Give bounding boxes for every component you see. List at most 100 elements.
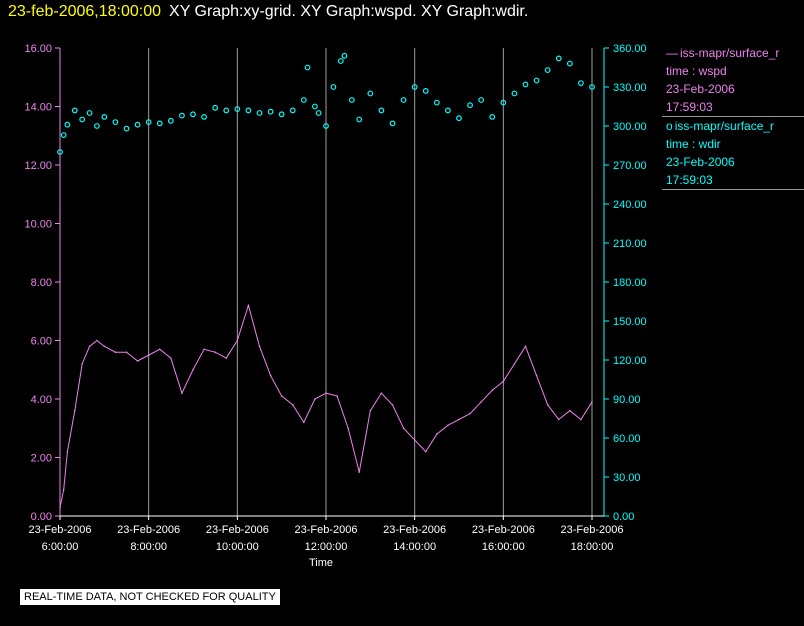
- legend-wspd: — iss-mapr/surface_r time : wspd 23-Feb-2…: [662, 44, 804, 117]
- wdir-data-point: [201, 113, 207, 120]
- wspd-data-point: [96, 339, 98, 342]
- y-right-tick-label: 360.00: [613, 43, 647, 55]
- y-left-tick-label: 16.00: [24, 43, 52, 55]
- wspd-data-point: [291, 404, 294, 406]
- wdir-data-point: [60, 132, 67, 139]
- wspd-data-point: [325, 392, 327, 394]
- wspd-data-point: [280, 395, 283, 397]
- wspd-data-point: [557, 418, 560, 421]
- wdir-data-point: [112, 119, 119, 125]
- wdir-data-point: [256, 110, 263, 116]
- y-right-tick-label: 90.00: [613, 394, 641, 406]
- wspd-data-point: [347, 427, 349, 430]
- wdir-data-point: [245, 107, 252, 114]
- legend-wspd-label: time : wspd: [666, 64, 727, 78]
- chart-header: 23-feb-2006,18:00:00 XY Graph:xy-grid. XY…: [8, 1, 528, 25]
- wdir-data-point: [500, 99, 507, 106]
- wspd-data-point: [170, 357, 172, 359]
- wdir-data-point: [544, 67, 551, 73]
- wspd-data-point: [391, 404, 394, 406]
- wdir-data-point: [156, 120, 163, 127]
- wdir-data-point: [533, 77, 540, 84]
- wdir-data-point: [456, 115, 462, 122]
- wdir-data-point: [589, 84, 595, 90]
- wspd-data-point: [88, 345, 91, 348]
- wdir-data-point: [94, 123, 100, 129]
- quality-disclaimer: REAL-TIME DATA, NOT CHECKED FOR QUALITY: [20, 589, 280, 605]
- wspd-data-point: [580, 418, 582, 421]
- wdir-data-point: [101, 113, 108, 120]
- legend-wdir-date: 23-Feb-2006: [666, 155, 735, 169]
- wspd-data-point: [336, 395, 338, 397]
- x-tick-label-date: 23-Feb-2006: [295, 524, 358, 536]
- wdir-data-point: [323, 123, 329, 129]
- wdir-data-point: [555, 55, 562, 62]
- wdir-data-point: [234, 106, 241, 112]
- x-tick-label-time: 12:00:00: [305, 541, 348, 553]
- x-tick-label-time: 18:00:00: [571, 541, 614, 553]
- x-tick-label-date: 23-Feb-2006: [472, 524, 535, 536]
- wdir-data-point: [411, 84, 418, 90]
- legend-wdir: o iss-mapr/surface_r time : wdir 23-Feb-2…: [662, 117, 804, 190]
- wdir-data-point: [522, 81, 529, 88]
- wspd-data-point: [192, 368, 194, 371]
- wspd-data-point: [535, 374, 538, 377]
- wdir-data-point: [179, 112, 185, 119]
- legend-wdir-time: 17:59:03: [666, 173, 713, 187]
- wspd-data-point: [73, 409, 76, 412]
- wspd-data-point: [303, 421, 305, 424]
- y-right-tick-label: 210.00: [613, 238, 647, 250]
- wdir-data-point: [341, 52, 348, 59]
- wspd-data-point: [147, 354, 150, 356]
- wspd-data-point: [458, 418, 460, 421]
- wspd-data-point: [247, 304, 250, 307]
- wspd-data-point: [569, 409, 571, 412]
- x-tick-label-date: 23-Feb-2006: [383, 524, 446, 536]
- header-datetime: 23-feb-2006,18:00:00: [8, 3, 162, 20]
- wspd-data-point: [513, 363, 516, 365]
- y-left-tick-label: 0.00: [31, 511, 52, 523]
- wspd-data-point: [380, 392, 383, 394]
- y-left-tick-label: 2.00: [31, 453, 52, 465]
- legend: — iss-mapr/surface_r time : wspd 23-Feb-2…: [662, 44, 804, 190]
- wdir-data-point: [167, 117, 174, 124]
- wdir-data-point: [123, 125, 130, 132]
- wspd-data-point: [236, 339, 239, 342]
- legend-wspd-series: iss-mapr/surface_r: [680, 46, 780, 60]
- y-right-tick-label: 300.00: [613, 121, 647, 133]
- wdir-data-point: [304, 64, 311, 71]
- wdir-data-point: [71, 107, 78, 114]
- wspd-data-point: [491, 389, 494, 392]
- wspd-data-point: [214, 351, 216, 354]
- y-right-tick-label: 150.00: [613, 316, 647, 328]
- wspd-data-point: [62, 488, 65, 491]
- y-left-tick-label: 10.00: [24, 219, 52, 231]
- wspd-data-point: [103, 345, 106, 348]
- wdir-data-point: [378, 107, 385, 114]
- wdir-data-point: [422, 87, 429, 94]
- wdir-data-point: [337, 58, 344, 64]
- wdir-data-point: [566, 60, 573, 67]
- wdir-data-point: [511, 90, 518, 97]
- wspd-data-point: [269, 374, 272, 377]
- y-left-tick-label: 8.00: [31, 277, 52, 289]
- wdir-data-point: [478, 97, 485, 103]
- wspd-data-point: [369, 409, 372, 412]
- wspd-data-point: [469, 412, 471, 415]
- y-left-tick-label: 14.00: [24, 102, 52, 114]
- wdir-data-point: [315, 110, 322, 116]
- wspd-data-point: [546, 404, 549, 406]
- y-right-tick-label: 30.00: [613, 472, 641, 484]
- wspd-data-point: [66, 450, 69, 453]
- wdir-data-point: [145, 119, 152, 125]
- circle-symbol-icon: o: [666, 119, 673, 133]
- x-tick-label-time: 8:00:00: [130, 541, 167, 553]
- x-tick-label-date: 23-Feb-2006: [117, 524, 180, 536]
- y-right-tick-label: 270.00: [613, 160, 647, 172]
- x-tick-label-date: 23-Feb-2006: [29, 524, 92, 536]
- legend-wdir-series: iss-mapr/surface_r: [674, 119, 775, 133]
- wdir-data-point: [289, 107, 296, 114]
- wspd-data-point: [413, 439, 416, 441]
- wspd-data-point: [480, 401, 482, 403]
- wspd-data-point: [402, 427, 405, 430]
